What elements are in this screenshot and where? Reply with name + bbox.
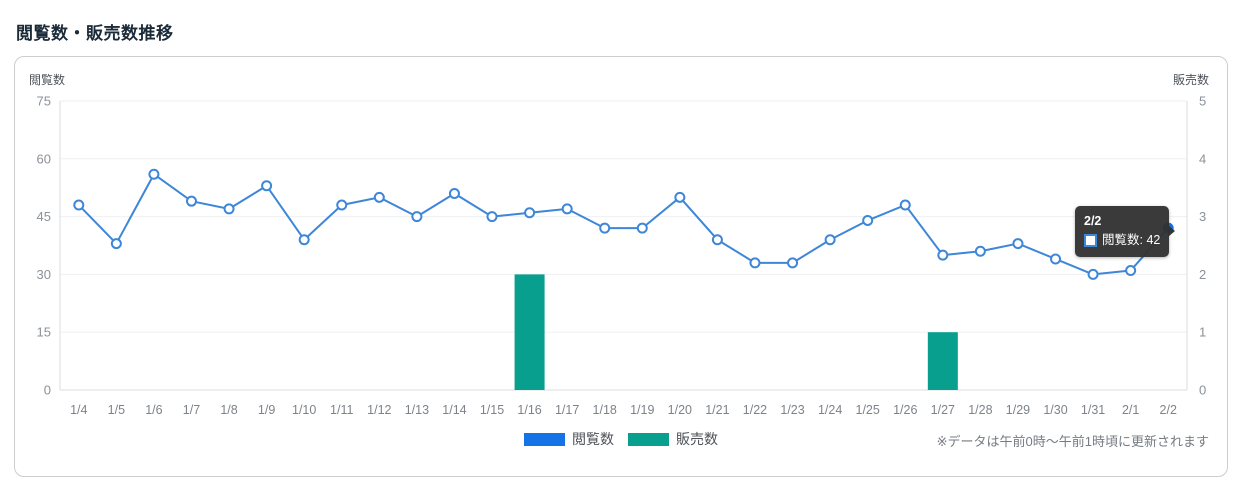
data-point[interactable] [148, 168, 160, 180]
chart-tooltip: 2/2 閲覧数: 42 [1075, 206, 1176, 257]
x-axis-label: 1/22 [743, 403, 767, 417]
left-axis-tick: 45 [37, 209, 51, 224]
x-axis-label: 1/14 [442, 403, 466, 417]
right-axis-unit-label: 販売数 [1172, 73, 1209, 87]
x-axis-label: 1/11 [330, 403, 353, 417]
data-point[interactable] [674, 191, 686, 203]
data-point[interactable] [373, 191, 385, 203]
x-axis-label: 1/13 [405, 403, 429, 417]
x-axis-label: 1/16 [517, 403, 541, 417]
data-point[interactable] [937, 249, 949, 261]
x-axis-label: 1/8 [220, 403, 237, 417]
x-axis-label: 1/18 [593, 403, 617, 417]
x-axis-label: 1/20 [668, 403, 692, 417]
data-point[interactable] [1087, 268, 1099, 280]
left-axis-tick: 30 [37, 267, 51, 282]
left-axis-tick: 75 [37, 94, 51, 109]
left-axis-tick: 15 [37, 325, 51, 340]
right-axis-tick: 2 [1199, 267, 1206, 282]
data-point[interactable] [1125, 265, 1137, 277]
chart-legend: 閲覧数 販売数 [15, 429, 1227, 449]
x-axis-label: 2/1 [1122, 403, 1139, 417]
x-axis-label: 1/27 [931, 403, 955, 417]
data-point[interactable] [711, 234, 723, 246]
x-axis-label: 1/9 [258, 403, 275, 417]
x-axis-label: 1/7 [183, 403, 200, 417]
x-axis-label: 1/17 [555, 403, 579, 417]
data-point[interactable] [261, 180, 273, 192]
tooltip-series-swatch-icon [1084, 233, 1097, 247]
x-axis-label: 1/15 [480, 403, 504, 417]
x-axis-label: 1/4 [70, 403, 87, 417]
data-point[interactable] [899, 199, 911, 211]
data-point[interactable] [486, 211, 498, 223]
data-point[interactable] [448, 187, 460, 199]
data-point[interactable] [336, 199, 348, 211]
legend-item-sales[interactable]: 販売数 [628, 429, 718, 449]
data-point[interactable] [636, 222, 648, 234]
data-point[interactable] [110, 238, 122, 250]
sales-legend-swatch-icon [628, 432, 669, 446]
x-axis-label: 1/5 [108, 403, 125, 417]
chart-card: 閲覧数 販売数 0 15 30 45 60 75 0 1 2 3 4 5 1/4 1/5 1/6 1/7 1/8… [14, 56, 1228, 477]
page-title: 閲覧数・販売数推移 [16, 24, 174, 44]
data-point[interactable] [1012, 238, 1024, 250]
sales-legend-label: 販売数 [676, 431, 718, 447]
right-axis-tick: 1 [1199, 325, 1206, 340]
x-axis-label: 1/6 [145, 403, 162, 417]
views-line [77, 173, 1170, 276]
data-point[interactable] [824, 234, 836, 246]
right-axis-tick: 0 [1199, 383, 1206, 398]
left-axis-unit-label: 閲覧数 [29, 73, 66, 87]
sales-bar[interactable] [927, 332, 958, 390]
data-point[interactable] [223, 203, 235, 215]
x-axis-label: 1/30 [1043, 403, 1067, 417]
left-axis-tick: 60 [37, 151, 51, 166]
tooltip-series-row: 閲覧数: 42 [1084, 231, 1160, 250]
right-axis-tick: 5 [1199, 94, 1206, 109]
views-legend-label: 閲覧数 [572, 431, 614, 447]
data-point[interactable] [749, 257, 761, 269]
x-axis-label: 1/10 [292, 403, 316, 417]
data-point[interactable] [561, 203, 573, 215]
x-axis-label: 1/26 [893, 403, 917, 417]
views-legend-swatch-icon [524, 432, 565, 446]
x-axis-label: 1/29 [1006, 403, 1030, 417]
right-axis-tick: 3 [1199, 209, 1206, 224]
x-axis-label: 1/19 [630, 403, 654, 417]
data-point[interactable] [974, 245, 986, 257]
x-axis-label: 1/25 [856, 403, 880, 417]
sales-bar[interactable] [514, 274, 545, 390]
right-axis-tick: 4 [1199, 151, 1206, 166]
data-point[interactable] [185, 195, 197, 207]
data-point[interactable] [524, 207, 536, 219]
x-axis-label: 1/21 [705, 403, 729, 417]
x-axis-label: 1/28 [968, 403, 992, 417]
data-point[interactable] [787, 257, 799, 269]
data-point[interactable] [298, 234, 310, 246]
left-axis-tick: 0 [44, 383, 51, 398]
x-axis-label: 1/12 [367, 403, 391, 417]
data-update-note: ※データは午前0時～午前1時頃に更新されます [936, 434, 1209, 449]
tooltip-series-value: 閲覧数: 42 [1102, 232, 1161, 247]
data-point[interactable] [862, 214, 874, 226]
legend-item-views[interactable]: 閲覧数 [524, 429, 614, 449]
x-axis-label: 1/24 [818, 403, 842, 417]
data-point[interactable] [411, 211, 423, 223]
data-point[interactable] [599, 222, 611, 234]
tooltip-date: 2/2 [1084, 214, 1102, 228]
x-axis-label: 1/23 [780, 403, 804, 417]
data-point[interactable] [73, 199, 85, 211]
x-axis-label: 1/31 [1081, 403, 1105, 417]
data-point[interactable] [1050, 253, 1062, 265]
x-axis-label: 2/2 [1160, 403, 1177, 417]
